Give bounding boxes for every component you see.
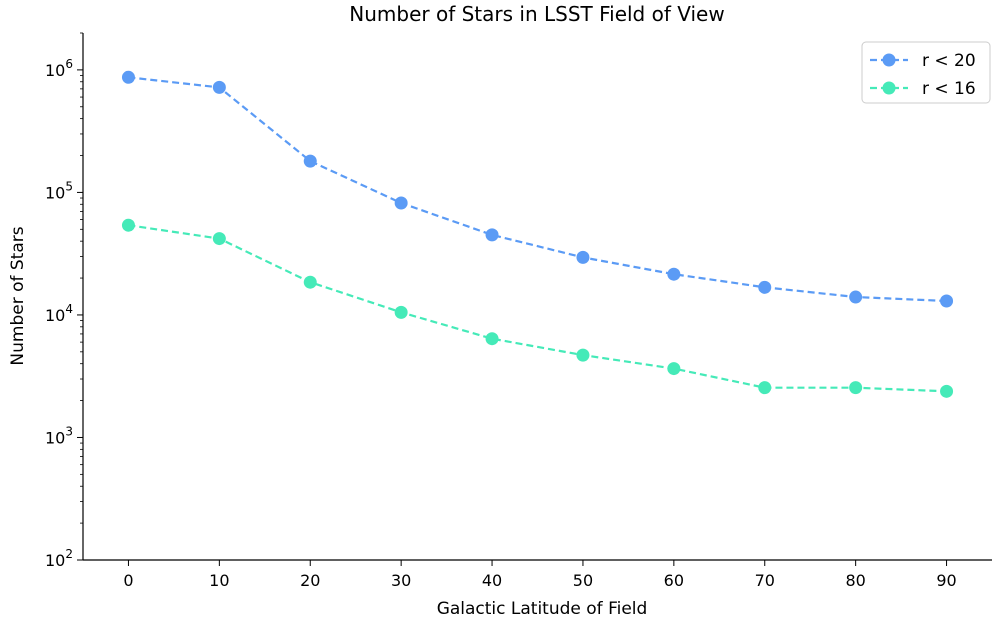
x-axis-label: Galactic Latitude of Field xyxy=(437,599,648,619)
legend-marker xyxy=(882,81,896,95)
x-tick-label: 20 xyxy=(300,571,320,590)
data-point xyxy=(394,196,408,210)
series-2 xyxy=(121,218,954,398)
y-tick-label: 105 xyxy=(45,179,73,202)
legend: r < 20 r < 16 xyxy=(861,41,991,104)
y-tick-base: 10 xyxy=(45,183,65,202)
series-line xyxy=(128,76,947,303)
x-tick-label: 70 xyxy=(755,571,775,590)
x-tick-label: 60 xyxy=(664,571,684,590)
y-tick-exponent: 5 xyxy=(65,179,73,193)
data-point xyxy=(940,384,954,398)
series-line xyxy=(128,224,947,393)
y-tick-base: 10 xyxy=(45,551,65,570)
x-tick-label: 90 xyxy=(936,571,956,590)
legend-marker xyxy=(882,53,896,67)
y-tick-exponent: 3 xyxy=(65,424,73,438)
y-tick-label: 102 xyxy=(45,547,73,570)
plot-area xyxy=(82,33,992,561)
x-tick-label: 40 xyxy=(482,571,502,590)
x-tick-label: 50 xyxy=(573,571,593,590)
y-tick-exponent: 6 xyxy=(65,57,73,71)
y-tick-base: 10 xyxy=(45,428,65,447)
series-1 xyxy=(121,70,954,308)
data-point xyxy=(303,154,317,168)
y-axis-label: Number of Stars xyxy=(8,226,28,365)
data-point xyxy=(667,267,681,281)
series-layer xyxy=(121,70,954,398)
y-tick-exponent: 4 xyxy=(65,302,73,316)
y-tick-label: 104 xyxy=(45,302,73,325)
data-point xyxy=(121,218,135,232)
data-point xyxy=(667,362,681,376)
data-point xyxy=(303,275,317,289)
x-tick-label: 80 xyxy=(845,571,865,590)
data-point xyxy=(758,381,772,395)
x-axis-ticks: 0 10 20 30 40 50 60 70 80 90 xyxy=(123,560,957,590)
y-tick-exponent: 2 xyxy=(65,547,73,561)
legend-label: r < 20 xyxy=(922,51,976,71)
data-point xyxy=(485,228,499,242)
data-point xyxy=(212,232,226,246)
y-tick-base: 10 xyxy=(45,61,65,80)
x-tick-label: 0 xyxy=(123,571,133,590)
y-tick-base: 10 xyxy=(45,306,65,325)
data-point xyxy=(121,70,135,84)
data-point xyxy=(849,290,863,304)
y-tick-label: 103 xyxy=(45,424,73,447)
data-point xyxy=(576,348,590,362)
data-point xyxy=(940,294,954,308)
chart-title: Number of Stars in LSST Field of View xyxy=(349,2,724,26)
data-point xyxy=(758,280,772,294)
data-point xyxy=(485,332,499,346)
data-point xyxy=(394,305,408,319)
x-tick-label: 30 xyxy=(391,571,411,590)
y-tick-label: 106 xyxy=(45,57,73,80)
legend-label: r < 16 xyxy=(922,79,976,99)
data-point xyxy=(212,80,226,94)
data-point xyxy=(849,381,863,395)
x-tick-label: 10 xyxy=(209,571,229,590)
data-point xyxy=(576,250,590,264)
